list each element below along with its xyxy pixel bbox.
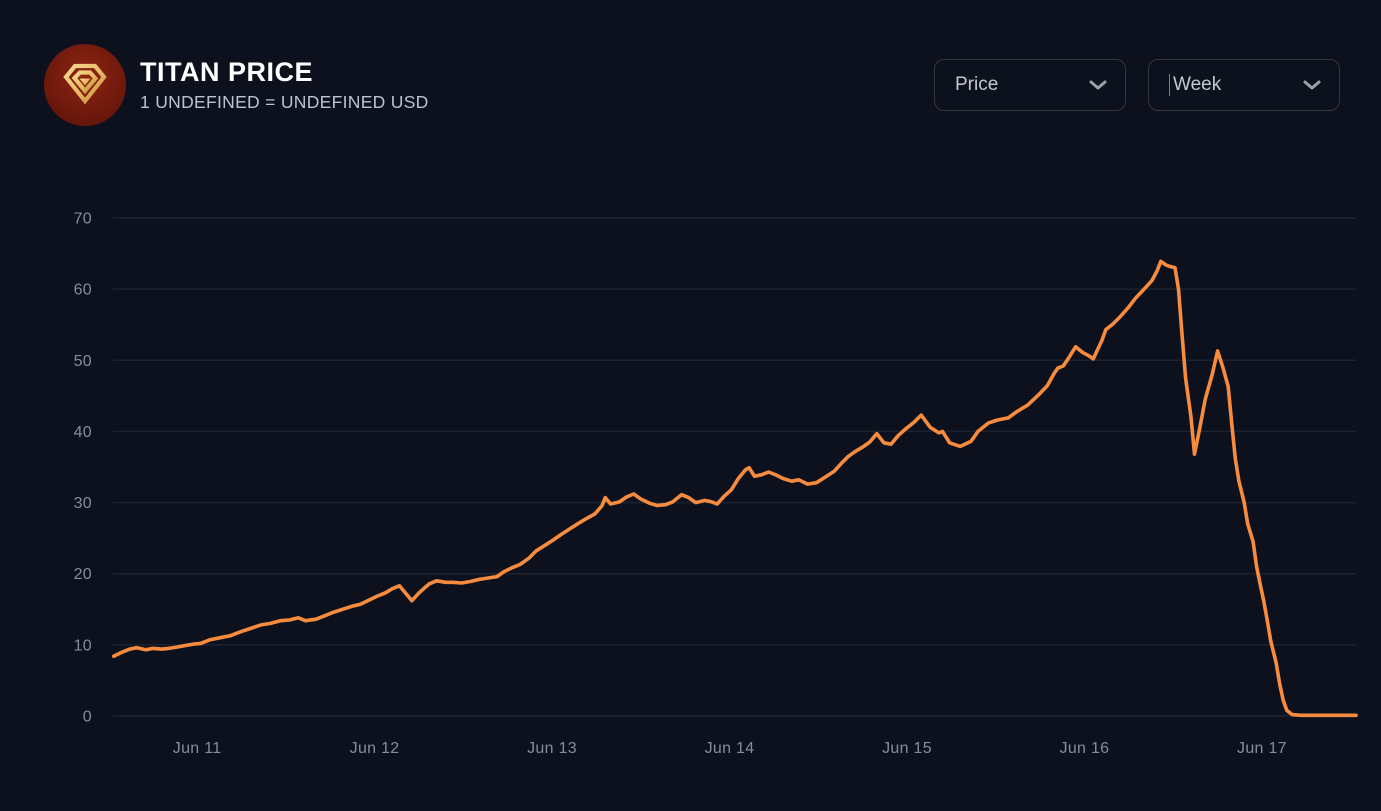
chevron-down-icon	[1089, 80, 1107, 90]
x-axis-tick-label: Jun 13	[527, 740, 577, 757]
x-axis-tick-label: Jun 16	[1060, 740, 1110, 757]
y-axis-tick-label: 10	[74, 637, 92, 654]
chart-header: TITAN PRICE 1 UNDEFINED = UNDEFINED USD …	[0, 0, 1381, 126]
x-axis-tick-label: Jun 12	[350, 740, 400, 757]
y-axis-tick-label: 20	[74, 566, 92, 583]
price-summary-subtitle: 1 UNDEFINED = UNDEFINED USD	[140, 92, 429, 113]
metric-dropdown-value: Price	[955, 74, 999, 95]
y-axis-tick-label: 40	[74, 424, 92, 441]
titan-token-logo-icon	[44, 44, 126, 126]
y-axis-tick-label: 60	[74, 282, 92, 299]
y-axis-tick-label: 30	[74, 495, 92, 512]
x-axis-tick-label: Jun 15	[882, 740, 932, 757]
y-axis-tick-label: 0	[83, 709, 92, 726]
chart-controls: Price Week	[934, 59, 1340, 111]
x-axis-tick-label: Jun 14	[705, 740, 755, 757]
price-line-series	[111, 259, 1358, 718]
chevron-down-icon	[1303, 80, 1321, 90]
y-axis-tick-label: 70	[74, 211, 92, 228]
timeframe-dropdown[interactable]: Week	[1148, 59, 1340, 111]
page-title: TITAN PRICE	[140, 56, 313, 87]
x-axis-tick-label: Jun 17	[1237, 740, 1287, 757]
metric-dropdown[interactable]: Price	[934, 59, 1126, 111]
y-axis-tick-label: 50	[74, 353, 92, 370]
x-axis-tick-label: Jun 11	[173, 740, 222, 757]
timeframe-dropdown-value: Week	[1173, 74, 1222, 95]
text-caret	[1169, 74, 1170, 96]
